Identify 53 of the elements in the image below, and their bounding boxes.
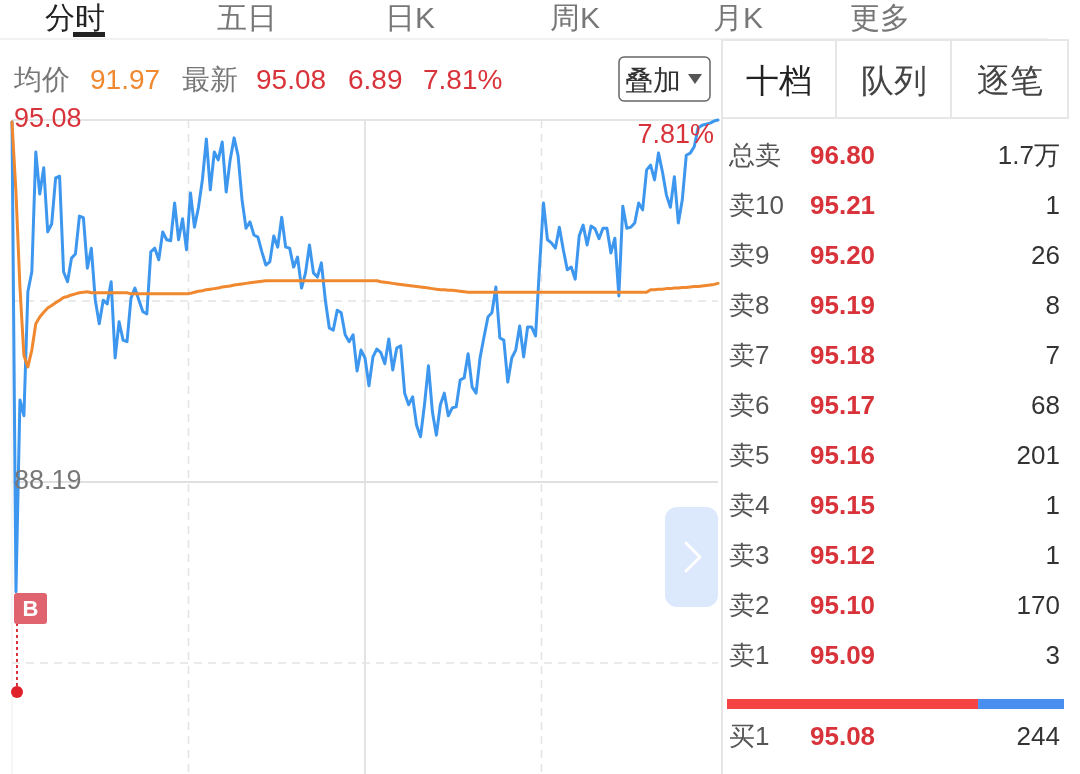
text: 月K: [712, 1, 764, 34]
category-label: 总卖: [728, 139, 781, 170]
category-label: 卖7: [729, 339, 770, 370]
data-label: 1.7万: [997, 139, 1060, 170]
data-label: 95.08: [810, 720, 876, 751]
data-label: 201: [1016, 439, 1060, 470]
category-label: 卖6: [729, 389, 770, 420]
data-label: 95.15: [810, 489, 876, 520]
category-label: 卖5: [729, 439, 770, 470]
data-label: 1: [1045, 189, 1060, 220]
data-label: 244: [1016, 720, 1060, 751]
data-label: 7: [1045, 339, 1060, 370]
data-label: 26: [1031, 239, 1060, 270]
data-label: 95.09: [810, 639, 876, 670]
text: 更多: [850, 1, 910, 34]
data-label: 95.20: [810, 239, 876, 270]
text: 十档: [746, 62, 812, 99]
overlay-button: 叠加: [618, 56, 711, 102]
text: 五日: [217, 1, 277, 34]
category-label: 卖8: [729, 289, 770, 320]
text: 周K: [549, 1, 601, 34]
data-label: 95.18: [810, 339, 876, 370]
text: 91.97: [90, 64, 161, 95]
category-label: 卖4: [729, 489, 770, 520]
text: 分时: [45, 1, 105, 34]
data-label: 95.12: [810, 539, 876, 570]
text: 均价: [13, 64, 70, 95]
text: 7.81%: [423, 64, 503, 95]
category-label: 卖1: [729, 639, 770, 670]
data-label: 170: [1016, 589, 1060, 620]
data-label: 95.21: [810, 189, 876, 220]
data-label: 68: [1031, 389, 1060, 420]
annotation: B: [22, 596, 39, 621]
data-label: 3: [1045, 639, 1060, 670]
category-label: 卖9: [729, 239, 770, 270]
data-label: 95.17: [810, 389, 876, 420]
text: 逐笔: [977, 62, 1043, 99]
category-label: 卖2: [729, 589, 770, 620]
text: 最新: [182, 64, 238, 95]
data-label: 95.19: [810, 289, 876, 320]
category-label: 卖3: [729, 539, 770, 570]
data-label: 8: [1045, 289, 1060, 320]
text: 日K: [384, 1, 436, 34]
data-label: 95.16: [810, 439, 876, 470]
data-label: 95.10: [810, 589, 876, 620]
text: 队列: [861, 62, 927, 99]
category-label: 卖10: [729, 189, 784, 220]
text: 6.89: [348, 64, 403, 95]
data-label: 1: [1045, 489, 1060, 520]
data-label: 1: [1045, 539, 1060, 570]
data-label: 96.80: [810, 139, 876, 170]
text: 95.08: [256, 64, 327, 95]
category-label: 买1: [729, 720, 770, 751]
